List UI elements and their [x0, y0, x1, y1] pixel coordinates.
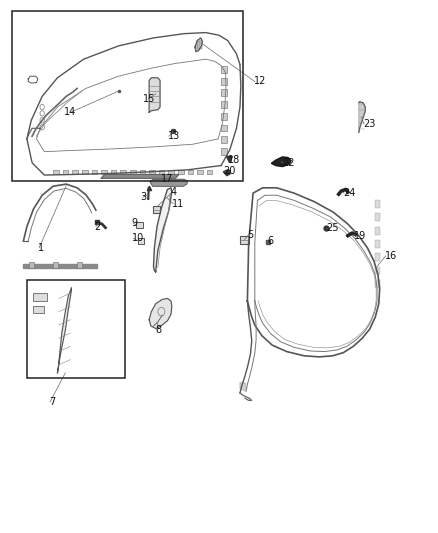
Bar	[221, 78, 227, 85]
Polygon shape	[272, 157, 291, 166]
Bar	[159, 170, 164, 174]
Text: 3: 3	[141, 192, 147, 203]
Text: 13: 13	[168, 131, 180, 141]
Bar	[140, 170, 145, 174]
Bar	[197, 170, 203, 174]
Bar	[375, 227, 380, 235]
Text: 25: 25	[326, 223, 339, 233]
Polygon shape	[359, 102, 365, 133]
Bar	[375, 213, 380, 221]
Bar	[120, 170, 126, 174]
Bar	[136, 222, 143, 228]
Bar	[72, 170, 78, 174]
Bar	[187, 170, 193, 174]
Bar	[221, 125, 227, 132]
Bar	[375, 253, 380, 261]
Bar	[197, 41, 198, 49]
Polygon shape	[57, 288, 71, 373]
Bar	[375, 280, 380, 288]
Text: 2: 2	[95, 222, 101, 232]
Bar	[375, 200, 380, 208]
Bar	[200, 41, 201, 49]
Bar	[221, 136, 227, 143]
Polygon shape	[149, 298, 172, 329]
Text: 17: 17	[161, 174, 174, 184]
Text: 4: 4	[171, 187, 177, 197]
Text: 10: 10	[132, 233, 144, 244]
Text: 9: 9	[132, 218, 138, 228]
Bar	[152, 206, 160, 213]
Bar	[27, 280, 125, 378]
Polygon shape	[153, 188, 172, 272]
Polygon shape	[195, 38, 202, 52]
Text: 7: 7	[49, 397, 55, 407]
Bar	[130, 170, 136, 174]
Bar	[53, 262, 58, 268]
Text: 5: 5	[247, 230, 254, 240]
Bar	[77, 262, 82, 268]
Text: 8: 8	[155, 325, 162, 335]
Polygon shape	[101, 174, 179, 178]
Bar	[375, 240, 380, 248]
Bar	[149, 170, 155, 174]
Bar	[375, 266, 380, 274]
Bar	[221, 148, 227, 155]
Text: 24: 24	[343, 188, 356, 198]
Polygon shape	[149, 78, 160, 112]
Text: 11: 11	[172, 199, 184, 209]
Bar	[168, 170, 174, 174]
Polygon shape	[240, 382, 246, 391]
Text: 20: 20	[223, 166, 236, 176]
Bar	[207, 170, 212, 174]
Text: 12: 12	[254, 77, 266, 86]
Text: 18: 18	[228, 155, 240, 165]
Bar	[33, 293, 46, 301]
Bar	[53, 170, 59, 174]
Bar	[111, 170, 117, 174]
Text: 1: 1	[38, 243, 44, 253]
Bar	[82, 170, 88, 174]
Polygon shape	[23, 264, 97, 268]
Text: 15: 15	[143, 94, 155, 104]
Bar	[221, 113, 227, 120]
Polygon shape	[223, 169, 230, 175]
Bar	[101, 170, 107, 174]
Text: 14: 14	[64, 107, 76, 117]
Bar	[12, 11, 243, 181]
Bar	[92, 170, 97, 174]
Bar	[198, 41, 200, 49]
Polygon shape	[150, 179, 187, 186]
Bar	[138, 238, 145, 244]
Bar	[221, 90, 227, 96]
Text: 6: 6	[267, 236, 273, 246]
Bar	[240, 236, 249, 244]
Bar	[221, 66, 227, 73]
Bar	[221, 101, 227, 108]
Polygon shape	[240, 393, 252, 400]
Text: 23: 23	[363, 119, 375, 129]
Bar	[63, 170, 68, 174]
Bar	[178, 170, 184, 174]
Text: 19: 19	[354, 231, 367, 241]
Text: 16: 16	[385, 251, 397, 261]
Bar	[33, 306, 44, 313]
Text: 22: 22	[283, 158, 295, 168]
Bar	[29, 262, 34, 268]
